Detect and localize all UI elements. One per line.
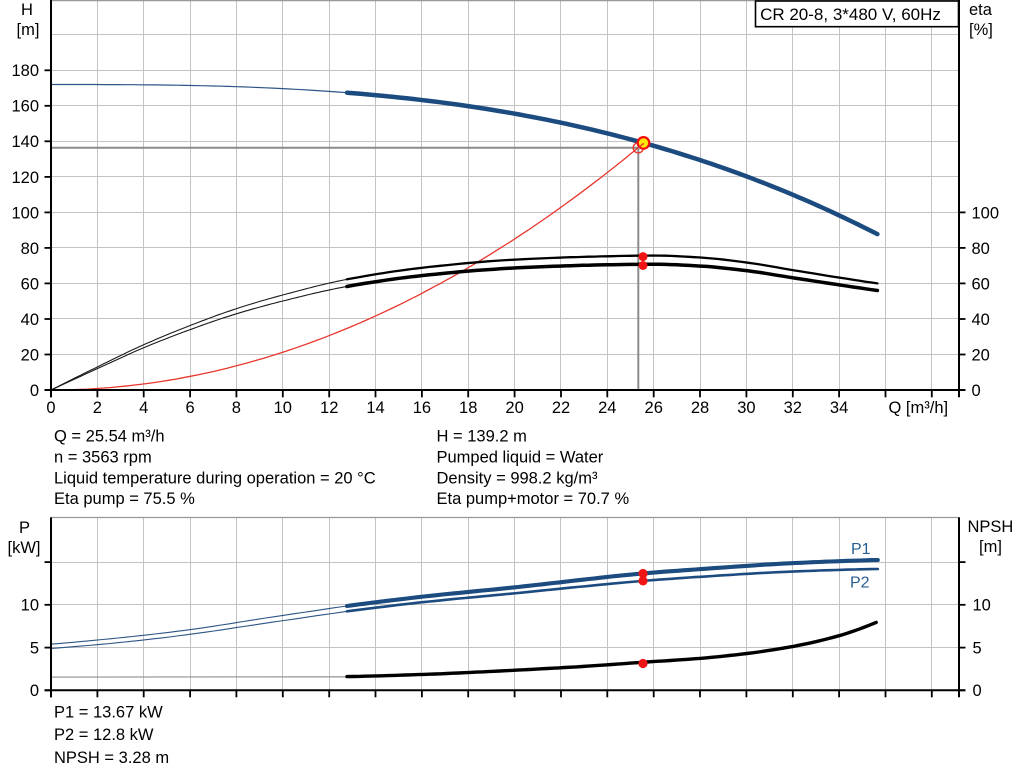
svg-text:8: 8 bbox=[232, 399, 241, 417]
svg-text:16: 16 bbox=[413, 399, 431, 417]
svg-text:NPSH: NPSH bbox=[968, 518, 1014, 536]
svg-text:5: 5 bbox=[973, 640, 982, 658]
svg-text:10: 10 bbox=[274, 399, 292, 417]
svg-text:H = 139.2 m: H = 139.2 m bbox=[437, 428, 527, 446]
svg-text:Density = 998.2 kg/m³: Density = 998.2 kg/m³ bbox=[437, 469, 598, 487]
svg-text:[m]: [m] bbox=[17, 21, 40, 39]
svg-text:0: 0 bbox=[46, 399, 55, 417]
svg-text:22: 22 bbox=[552, 399, 570, 417]
svg-text:Eta pump+motor = 70.7 %: Eta pump+motor = 70.7 % bbox=[437, 490, 630, 508]
svg-text:P: P bbox=[19, 519, 30, 537]
svg-text:4: 4 bbox=[139, 399, 148, 417]
svg-text:[%]: [%] bbox=[969, 21, 993, 39]
svg-text:CR 20-8, 3*480 V, 60Hz: CR 20-8, 3*480 V, 60Hz bbox=[760, 5, 941, 24]
svg-text:Pumped liquid = Water: Pumped liquid = Water bbox=[437, 448, 604, 466]
svg-text:60: 60 bbox=[21, 275, 39, 293]
svg-text:P1: P1 bbox=[851, 541, 871, 558]
svg-text:Liquid temperature during oper: Liquid temperature during operation = 20… bbox=[54, 469, 376, 487]
svg-text:0: 0 bbox=[30, 382, 39, 400]
svg-text:12: 12 bbox=[320, 399, 338, 417]
svg-text:28: 28 bbox=[691, 399, 709, 417]
svg-text:60: 60 bbox=[972, 275, 990, 293]
svg-text:[m]: [m] bbox=[979, 538, 1002, 556]
svg-text:180: 180 bbox=[11, 62, 39, 80]
svg-text:80: 80 bbox=[972, 240, 990, 258]
svg-text:P1 = 13.67 kW: P1 = 13.67 kW bbox=[54, 703, 163, 721]
svg-text:18: 18 bbox=[459, 399, 477, 417]
svg-text:0: 0 bbox=[973, 682, 982, 700]
svg-text:P2: P2 bbox=[850, 575, 870, 592]
svg-text:20: 20 bbox=[972, 346, 990, 364]
svg-text:80: 80 bbox=[21, 240, 39, 258]
svg-text:0: 0 bbox=[30, 682, 39, 700]
svg-text:[kW]: [kW] bbox=[8, 539, 41, 557]
svg-text:5: 5 bbox=[30, 640, 39, 658]
svg-text:26: 26 bbox=[645, 399, 663, 417]
svg-text:34: 34 bbox=[830, 399, 848, 417]
svg-text:H: H bbox=[21, 1, 33, 19]
svg-text:24: 24 bbox=[598, 399, 616, 417]
svg-text:NPSH = 3.28 m: NPSH = 3.28 m bbox=[54, 749, 169, 767]
svg-text:120: 120 bbox=[11, 169, 39, 187]
svg-text:40: 40 bbox=[21, 311, 39, 329]
svg-text:2: 2 bbox=[93, 399, 102, 417]
svg-text:6: 6 bbox=[186, 399, 195, 417]
svg-text:100: 100 bbox=[972, 204, 1000, 222]
svg-text:eta: eta bbox=[969, 1, 993, 19]
svg-text:40: 40 bbox=[972, 311, 990, 329]
svg-text:P2 = 12.8 kW: P2 = 12.8 kW bbox=[54, 726, 154, 744]
svg-text:14: 14 bbox=[366, 399, 384, 417]
svg-text:20: 20 bbox=[21, 346, 39, 364]
svg-text:160: 160 bbox=[11, 98, 39, 116]
svg-text:n = 3563 rpm: n = 3563 rpm bbox=[54, 448, 152, 466]
svg-text:Q [m³/h]: Q [m³/h] bbox=[889, 399, 949, 417]
svg-text:20: 20 bbox=[505, 399, 523, 417]
svg-text:10: 10 bbox=[973, 597, 991, 615]
svg-text:32: 32 bbox=[784, 399, 802, 417]
svg-text:140: 140 bbox=[11, 133, 39, 151]
svg-text:100: 100 bbox=[11, 204, 39, 222]
svg-text:Eta pump = 75.5 %: Eta pump = 75.5 % bbox=[54, 490, 195, 508]
svg-text:0: 0 bbox=[972, 382, 981, 400]
svg-text:30: 30 bbox=[737, 399, 755, 417]
svg-text:Q = 25.54 m³/h: Q = 25.54 m³/h bbox=[54, 428, 165, 446]
svg-text:10: 10 bbox=[21, 597, 39, 615]
